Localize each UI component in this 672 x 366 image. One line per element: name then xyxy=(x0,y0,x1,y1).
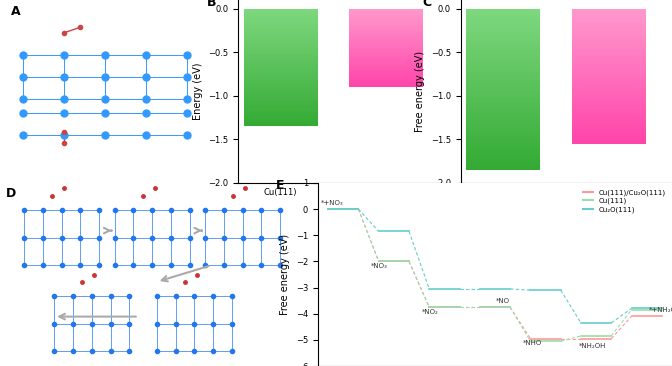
Text: *NHO: *NHO xyxy=(523,340,542,346)
Text: B: B xyxy=(207,0,216,10)
Text: *+NH₂OH: *+NH₂OH xyxy=(649,307,672,313)
Text: *NO₃: *NO₃ xyxy=(371,263,388,269)
Text: C: C xyxy=(423,0,431,10)
Text: D: D xyxy=(6,187,16,200)
Y-axis label: Energy (eV): Energy (eV) xyxy=(193,63,203,120)
Text: *+NO₃: *+NO₃ xyxy=(321,200,343,206)
Y-axis label: Free energy (eV): Free energy (eV) xyxy=(415,51,425,132)
Text: *NH₂OH: *NH₂OH xyxy=(579,343,606,349)
Text: *NO₂: *NO₂ xyxy=(421,309,439,315)
Text: E: E xyxy=(276,179,284,193)
Text: *NO: *NO xyxy=(496,298,510,304)
Text: A: A xyxy=(11,5,21,19)
Legend: Cu(111)/Cu₂O(111), Cu(111), Cu₂O(111): Cu(111)/Cu₂O(111), Cu(111), Cu₂O(111) xyxy=(580,186,669,216)
Y-axis label: Free energy (eV): Free energy (eV) xyxy=(280,234,290,315)
